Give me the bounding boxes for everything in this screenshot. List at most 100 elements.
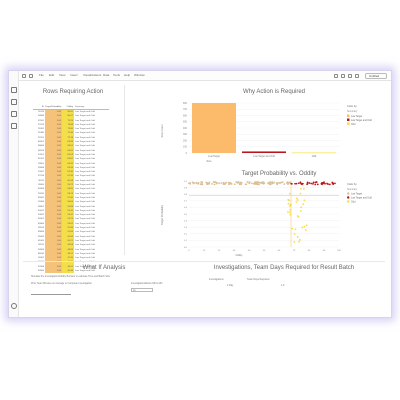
minutes-slider[interactable] <box>31 294 71 295</box>
cell-id: 12007 <box>37 171 44 174</box>
cell-probability: 1.00 <box>45 195 62 201</box>
cell-oddity: 72.18 <box>62 135 74 141</box>
divider-horizontal <box>23 261 385 262</box>
scatter-point <box>294 182 296 185</box>
cell-oddity: 50.94 <box>62 234 74 239</box>
table-row[interactable]: 14808 1.00 80.07 Low Target and Odd <box>33 114 109 119</box>
table-row[interactable]: 21080 1.00 72.36 Low Target and Odd <box>33 131 109 136</box>
table-row[interactable]: 31501 1.00 64.87 Low Target and Odd <box>33 157 109 162</box>
scatter-point <box>239 181 242 184</box>
header-prob[interactable]: TargetProbability <box>45 106 62 108</box>
menu-view[interactable]: View <box>59 73 66 77</box>
table-header: ID TargetProbability Oddity Summary <box>33 105 109 110</box>
table-row[interactable]: 30504 1.00 45.36 Low Target and Odd <box>33 268 109 274</box>
cell-summary: Low Target and Odd <box>75 227 95 230</box>
table-row[interactable]: 43006 1.00 46.70 Low Target and Odd <box>33 260 109 265</box>
header-oddity[interactable]: Oddity <box>66 106 73 108</box>
scatter-point <box>298 240 300 243</box>
cell-id: 40012 <box>37 209 44 212</box>
header-id[interactable]: ID <box>41 106 44 108</box>
table-row[interactable]: 22508 1.00 46.02 Low Target and Odd <box>33 264 109 269</box>
menu-help[interactable]: Help <box>124 73 131 77</box>
table-row[interactable]: 18014 1.00 52.38 Low Target and Odd <box>33 226 109 231</box>
table-row[interactable]: 44001 1.00 69.99 Low Target and Odd <box>33 140 109 145</box>
why-bar-chart[interactable]: Row Count 800 700 600 500 400 300 200 100 0 Low Ta… <box>159 99 389 169</box>
minutes-input[interactable]: 20 <box>131 288 153 292</box>
scatter-point <box>291 227 294 230</box>
table-row[interactable]: 35002 1.00 57.40 Low Target and Odd <box>33 195 109 201</box>
table-row[interactable]: 14002 1.00 47.45 Low Target and Odd <box>33 256 109 261</box>
table-row[interactable]: 39009 1.00 51.66 Low Target and Odd <box>33 230 109 235</box>
document-title[interactable]: Untitled <box>365 73 387 79</box>
scatter-legend-swatch <box>347 200 350 203</box>
table-row[interactable]: 13002 1.00 54.47 Low Target and Odd <box>33 213 109 218</box>
cell-summary: Low Target and Odd <box>75 175 95 178</box>
table-row[interactable]: 36010 1.00 48.17 Low Target and Odd <box>33 251 109 257</box>
bar-ytick: 100 <box>183 146 188 149</box>
scatter-point <box>300 206 303 209</box>
cell-summary: Low Target and Odd <box>75 231 95 234</box>
cell-id: 36010 <box>37 252 44 255</box>
table-row[interactable]: 22101 1.00 72.18 Low Target and Odd <box>33 135 109 141</box>
scatter-point <box>271 181 274 183</box>
network-icon[interactable] <box>11 303 17 309</box>
cell-summary: Low Target and Odd <box>75 205 95 208</box>
menu-file[interactable]: File <box>39 73 44 77</box>
table-row[interactable]: 29008 1.00 63.44 Low Target and Odd <box>33 165 109 171</box>
filter-icon[interactable] <box>11 111 17 117</box>
bar-xlabel: Row <box>207 160 212 163</box>
table-row[interactable]: 38004 1.00 68.02 Low Target and Odd <box>33 144 109 149</box>
cell-probability: 1.00 <box>45 204 62 209</box>
table-row[interactable]: 20113 1.00 85.81 Low Target and Odd <box>33 110 109 115</box>
analytics-icon[interactable] <box>11 123 17 129</box>
forward-icon[interactable] <box>29 74 33 78</box>
table-row[interactable]: 30111 1.00 60.59 Low Target and Odd <box>33 178 109 184</box>
scatter-chart[interactable]: Target Probability 1.0 0.9 0.8 0.7 0.6 0.5 0.4 0… <box>159 179 389 261</box>
menu-data[interactable]: Data <box>103 73 110 77</box>
table-icon[interactable] <box>11 99 17 105</box>
table-row[interactable]: 41005 1.00 50.21 Low Target and Odd <box>33 238 109 244</box>
table-row[interactable]: 12007 1.00 62.30 Low Target and Odd <box>33 170 109 175</box>
scatter-point <box>312 181 315 184</box>
scatter-point <box>297 182 300 185</box>
settings-icon[interactable] <box>11 87 17 93</box>
cell-id: 24501 <box>37 218 44 221</box>
bar-ytick: 300 <box>183 133 188 136</box>
cell-oddity: 79.76 <box>62 118 74 123</box>
search-icon[interactable] <box>334 74 338 78</box>
table-row[interactable]: 26019 1.00 66.91 Low Target and Odd <box>33 148 109 153</box>
table-row[interactable]: 42008 1.00 58.91 Low Target and Odd <box>33 187 109 192</box>
table-row[interactable]: 11801 1.00 73.90 Low Target and Odd <box>33 127 109 132</box>
table-row[interactable]: 23010 1.00 58.13 Low Target and Odd <box>33 191 109 196</box>
table-row[interactable]: 20508 1.00 48.83 Low Target and Odd <box>33 247 109 252</box>
table-row[interactable]: 10101 1.00 65.53 Low Target and Odd <box>33 152 109 158</box>
menu-window[interactable]: Window <box>134 73 145 77</box>
rows-table[interactable]: ID TargetProbability Oddity Summary 2011… <box>33 105 109 274</box>
menu-edit[interactable]: Edit <box>49 73 55 77</box>
table-row[interactable]: 33006 1.00 53.02 Low Target and Odd <box>33 221 109 227</box>
back-icon[interactable] <box>22 74 26 78</box>
scatter-point <box>233 183 236 186</box>
menu-insert[interactable]: Insert <box>70 73 78 77</box>
scatter-point <box>224 182 227 185</box>
table-row[interactable]: 27014 1.00 61.35 Low Target and Odd <box>33 174 109 179</box>
redo-icon[interactable] <box>348 74 352 78</box>
table-row[interactable]: 16005 1.00 59.72 Low Target and Odd <box>33 183 109 188</box>
undo-icon[interactable] <box>341 74 345 78</box>
cell-oddity: 47.45 <box>62 256 74 261</box>
table-row[interactable]: 17013 1.00 79.68 Low Target and Odd <box>33 122 109 128</box>
table-row[interactable]: 40012 1.00 55.10 Low Target and Odd <box>33 208 109 214</box>
table-row[interactable]: 32011 1.00 49.58 Low Target and Odd <box>33 243 109 248</box>
menu-tools[interactable]: Tools <box>113 73 121 77</box>
cell-id: 27014 <box>37 175 44 178</box>
share-icon[interactable] <box>355 74 359 78</box>
table-row[interactable]: 15506 1.00 56.66 Low Target and Odd <box>33 200 109 205</box>
menu-visualizations[interactable]: Visualizations <box>83 73 102 77</box>
cell-probability: 1.00 <box>45 243 62 248</box>
table-row[interactable]: 19501 1.00 64.20 Low Target and Odd <box>33 161 109 166</box>
header-summary[interactable]: Summary <box>75 106 85 108</box>
table-row[interactable]: 24501 1.00 53.75 Low Target and Odd <box>33 217 109 222</box>
table-row[interactable]: 28007 1.00 55.89 Low Target and Odd <box>33 204 109 209</box>
table-row[interactable]: 37001 1.00 79.76 Low Target and Odd <box>33 118 109 123</box>
table-row[interactable]: 25003 1.00 50.94 Low Target and Odd <box>33 234 109 239</box>
